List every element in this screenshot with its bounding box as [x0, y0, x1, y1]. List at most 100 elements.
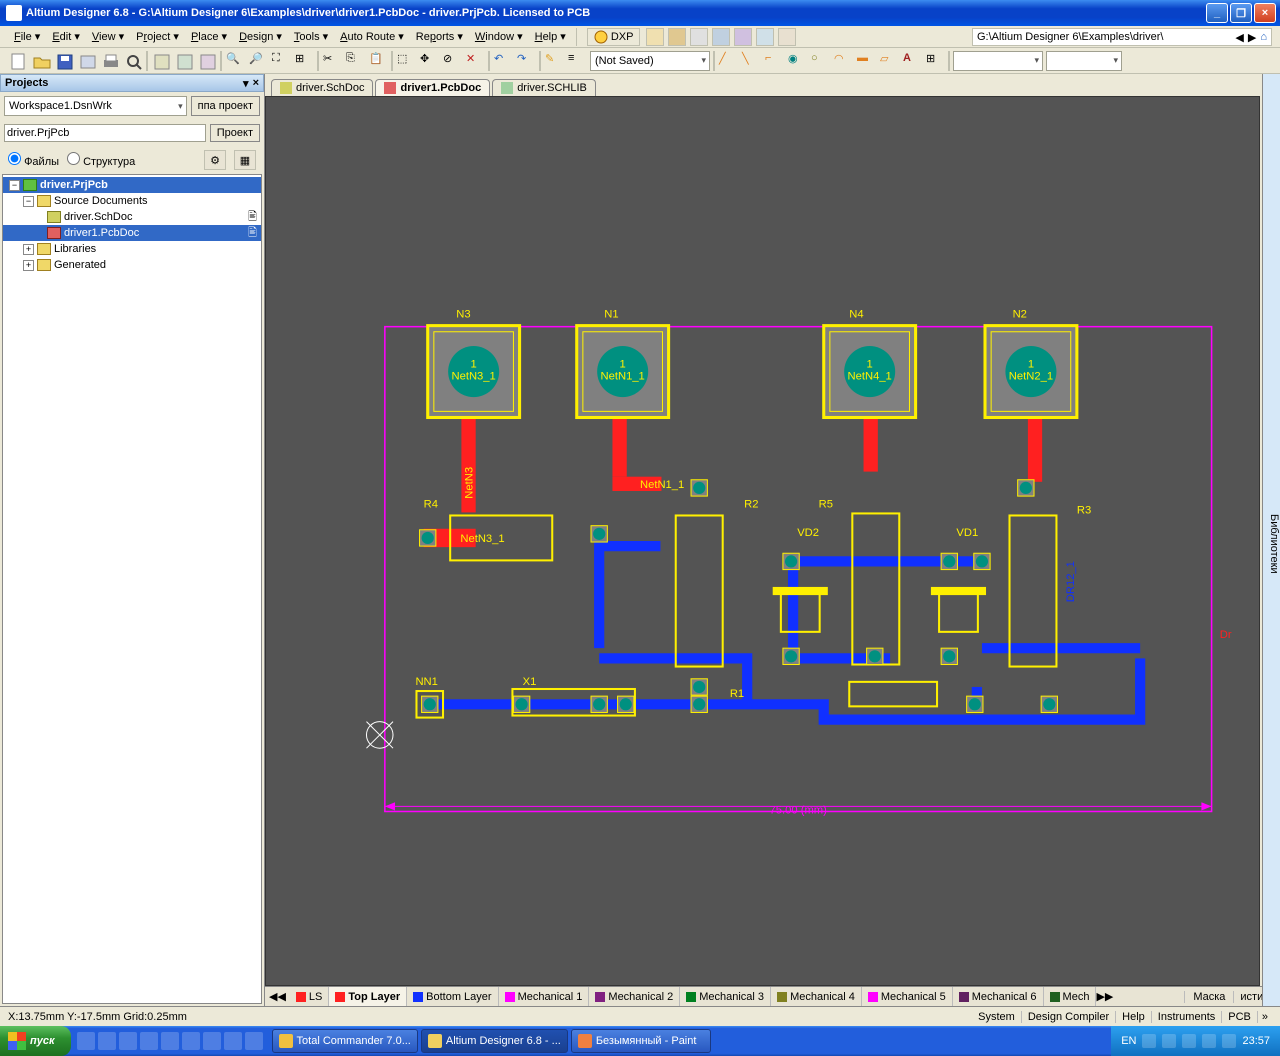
- menu-tools[interactable]: Tools ▾: [288, 28, 334, 45]
- layer-nav-left[interactable]: ◀◀: [265, 990, 290, 1003]
- menu-file[interactable]: File ▾: [8, 28, 46, 45]
- toolbar-combo[interactable]: [1046, 51, 1122, 71]
- taskbtn-tc[interactable]: Total Commander 7.0...: [272, 1029, 418, 1053]
- status-more-icon[interactable]: »: [1258, 1011, 1272, 1023]
- ql-icon[interactable]: [182, 1032, 200, 1050]
- panel-menu-icon[interactable]: ▾: [243, 77, 249, 90]
- tab-schdoc[interactable]: driver.SchDoc: [271, 79, 373, 96]
- tool-icon[interactable]: ⊞: [294, 51, 314, 71]
- tree-generated[interactable]: +Generated: [3, 257, 261, 273]
- workspace-button[interactable]: ппа проект: [191, 96, 260, 116]
- open-icon[interactable]: [31, 51, 51, 71]
- paste-icon[interactable]: 📋: [368, 51, 388, 71]
- highlight-icon[interactable]: ✎: [544, 51, 564, 71]
- tool-icon[interactable]: [174, 51, 194, 71]
- zoom-out-icon[interactable]: 🔎: [248, 51, 268, 71]
- save-icon[interactable]: [54, 51, 74, 71]
- tray-clock[interactable]: 23:57: [1242, 1035, 1270, 1047]
- poly-icon[interactable]: ▱: [879, 51, 899, 71]
- project-button[interactable]: Проект: [210, 124, 260, 142]
- tree-doc-pcb[interactable]: driver1.PcbDoc🖹: [3, 225, 261, 241]
- nav-home-icon[interactable]: ⌂: [1260, 31, 1267, 44]
- ql-icon[interactable]: [77, 1032, 95, 1050]
- panel-titlebar[interactable]: Projects ▾ ×: [0, 74, 264, 92]
- tree-folder[interactable]: −Source Documents: [3, 193, 261, 209]
- deselect-icon[interactable]: ⊘: [442, 51, 462, 71]
- tool-icon[interactable]: [756, 28, 774, 46]
- via-icon[interactable]: ○: [810, 51, 830, 71]
- tab-schlib[interactable]: driver.SCHLIB: [492, 79, 596, 96]
- panel-tool-icon[interactable]: ▦: [234, 150, 256, 170]
- layer-mech5[interactable]: Mechanical 5: [862, 987, 953, 1006]
- tray-lang[interactable]: EN: [1121, 1035, 1136, 1047]
- nav-fwd-icon[interactable]: ▶: [1248, 31, 1256, 44]
- tray-icon[interactable]: [1202, 1034, 1216, 1048]
- tool-icon[interactable]: [690, 28, 708, 46]
- taskbtn-paint[interactable]: Безымянный - Paint: [571, 1029, 711, 1053]
- clear-icon[interactable]: ≡: [567, 51, 587, 71]
- fit-icon[interactable]: ⛶: [271, 51, 291, 71]
- project-tree[interactable]: −driver.PrjPcb −Source Documents driver.…: [2, 174, 262, 1004]
- layer-mech7[interactable]: Mech: [1044, 987, 1097, 1006]
- tray-icon[interactable]: [1182, 1034, 1196, 1048]
- layer-ls[interactable]: LS: [290, 987, 329, 1006]
- tool-icon[interactable]: [197, 51, 217, 71]
- menu-design[interactable]: Design ▾: [233, 28, 288, 45]
- layer-nav-right[interactable]: ▶▶: [1096, 990, 1113, 1003]
- workspace-combo[interactable]: Workspace1.DsnWrk: [4, 96, 187, 116]
- pad-icon[interactable]: ◉: [787, 51, 807, 71]
- tray-icon[interactable]: [1222, 1034, 1236, 1048]
- select-icon[interactable]: ⬚: [396, 51, 416, 71]
- text-icon[interactable]: A: [902, 51, 922, 71]
- status-help[interactable]: Help: [1116, 1011, 1152, 1023]
- copy-icon[interactable]: ⎘: [345, 51, 365, 71]
- status-system[interactable]: System: [972, 1011, 1022, 1023]
- tool-icon[interactable]: [734, 28, 752, 46]
- radio-structure[interactable]: Структура: [67, 152, 135, 168]
- minimize-button[interactable]: _: [1206, 3, 1228, 23]
- pcb-canvas[interactable]: 75.00 (mm) Dr: [265, 96, 1260, 986]
- route-icon[interactable]: ╲: [741, 51, 761, 71]
- tree-libraries[interactable]: +Libraries: [3, 241, 261, 257]
- ql-icon[interactable]: [224, 1032, 242, 1050]
- tool-icon[interactable]: [646, 28, 664, 46]
- layer-mech1[interactable]: Mechanical 1: [499, 987, 590, 1006]
- undo-icon[interactable]: ↶: [493, 51, 513, 71]
- new-icon[interactable]: [8, 51, 28, 71]
- arc-icon[interactable]: ◠: [833, 51, 853, 71]
- tray-icon[interactable]: [1162, 1034, 1176, 1048]
- preview-icon[interactable]: [123, 51, 143, 71]
- status-instruments[interactable]: Instruments: [1152, 1011, 1222, 1023]
- cancel-icon[interactable]: ✕: [465, 51, 485, 71]
- tray-icon[interactable]: [1142, 1034, 1156, 1048]
- ql-icon[interactable]: [245, 1032, 263, 1050]
- menu-project[interactable]: Project ▾: [130, 28, 185, 45]
- layer-mech3[interactable]: Mechanical 3: [680, 987, 771, 1006]
- radio-files[interactable]: Файлы: [8, 152, 59, 168]
- layer-mech2[interactable]: Mechanical 2: [589, 987, 680, 1006]
- panel-close-icon[interactable]: ×: [253, 77, 259, 89]
- layer-bottom[interactable]: Bottom Layer: [407, 987, 498, 1006]
- route-icon[interactable]: ╱: [718, 51, 738, 71]
- ql-icon[interactable]: [98, 1032, 116, 1050]
- tool-icon[interactable]: [778, 28, 796, 46]
- layer-mech6[interactable]: Mechanical 6: [953, 987, 1044, 1006]
- menu-window[interactable]: Window ▾: [469, 28, 529, 45]
- project-input[interactable]: [4, 124, 206, 142]
- taskbtn-altium[interactable]: Altium Designer 6.8 - ...: [421, 1029, 568, 1053]
- menu-view[interactable]: View ▾: [86, 28, 130, 45]
- tree-project[interactable]: −driver.PrjPcb: [3, 177, 261, 193]
- ql-icon[interactable]: [203, 1032, 221, 1050]
- redo-icon[interactable]: ↷: [516, 51, 536, 71]
- tool-icon[interactable]: [151, 51, 171, 71]
- menu-reports[interactable]: Reports ▾: [410, 28, 469, 45]
- menu-edit[interactable]: Edit ▾: [46, 28, 86, 45]
- route-icon[interactable]: ⌐: [764, 51, 784, 71]
- move-icon[interactable]: ✥: [419, 51, 439, 71]
- dxp-button[interactable]: DXP: [587, 28, 641, 46]
- libraries-ribbon[interactable]: Библиотеки: [1262, 74, 1280, 1006]
- panel-tool-icon[interactable]: ⚙: [204, 150, 226, 170]
- tool-icon[interactable]: ⊞: [925, 51, 945, 71]
- menu-autoroute[interactable]: Auto Route ▾: [334, 28, 410, 45]
- fill-icon[interactable]: ▬: [856, 51, 876, 71]
